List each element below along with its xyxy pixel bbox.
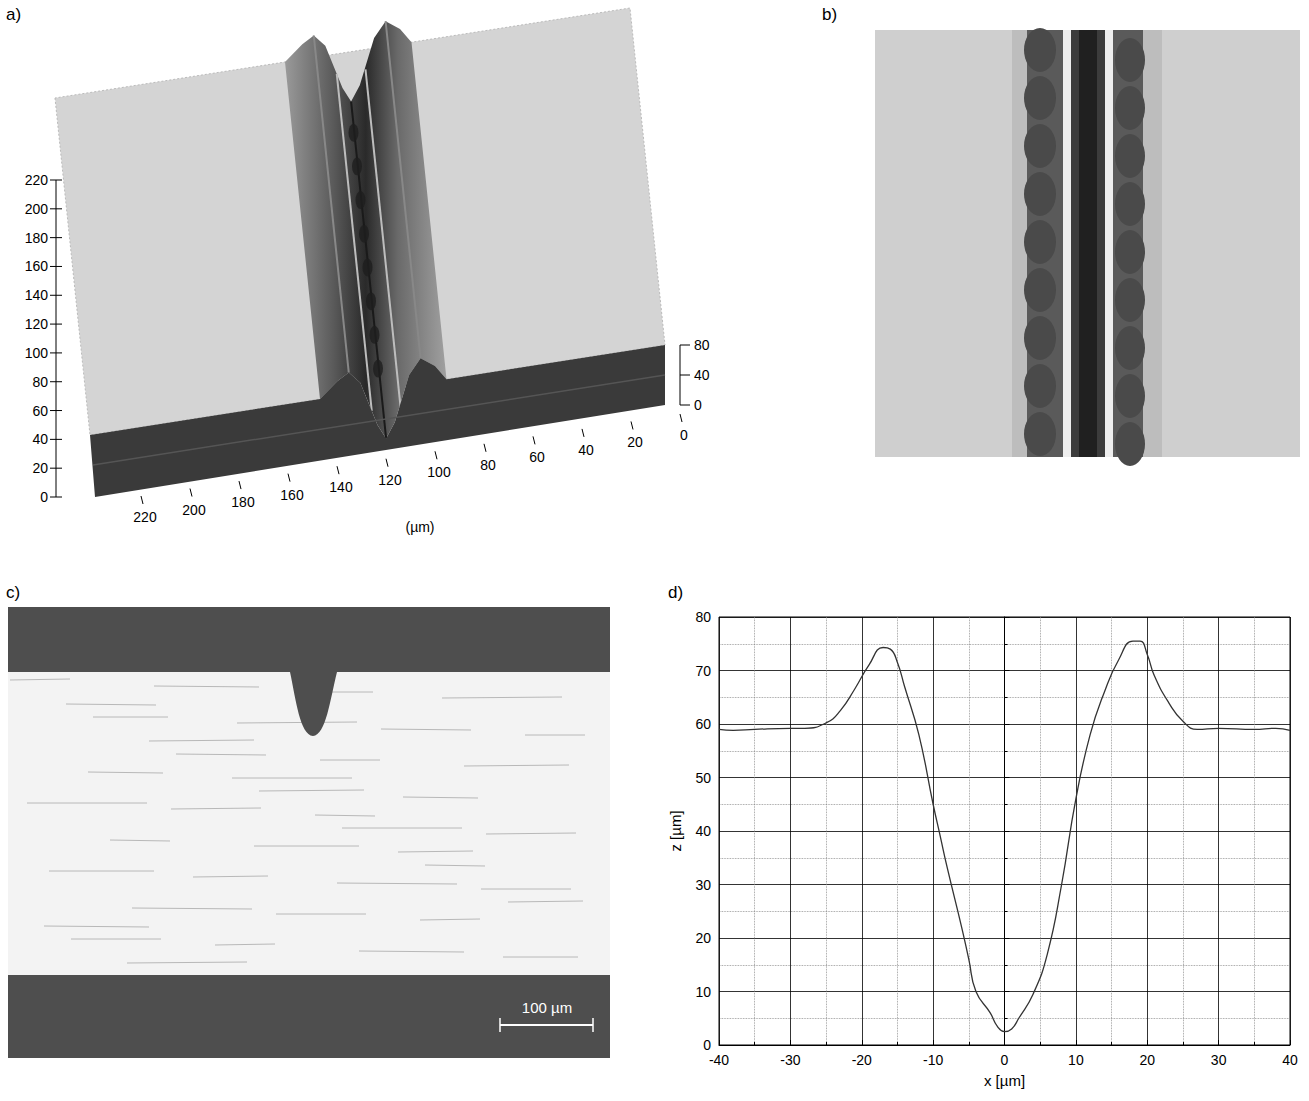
svg-text:80: 80: [695, 609, 711, 625]
svg-text:80: 80: [32, 374, 48, 390]
svg-text:40: 40: [694, 367, 710, 383]
svg-text:30: 30: [695, 877, 711, 893]
svg-text:0: 0: [40, 489, 48, 505]
svg-text:c): c): [6, 583, 20, 602]
svg-text:z [µm]: z [µm]: [667, 810, 684, 851]
svg-text:-40: -40: [709, 1052, 729, 1068]
svg-text:60: 60: [32, 403, 48, 419]
svg-text:40: 40: [695, 823, 711, 839]
svg-text:-20: -20: [852, 1052, 872, 1068]
svg-text:60: 60: [695, 716, 711, 732]
svg-text:a): a): [6, 5, 21, 24]
svg-text:40: 40: [1282, 1052, 1298, 1068]
svg-text:80: 80: [480, 457, 496, 473]
svg-text:160: 160: [280, 487, 304, 503]
svg-text:-10: -10: [923, 1052, 943, 1068]
svg-text:220: 220: [25, 172, 49, 188]
svg-text:0: 0: [1001, 1052, 1009, 1068]
svg-text:120: 120: [25, 316, 49, 332]
svg-text:b): b): [822, 5, 837, 24]
svg-text:100: 100: [427, 464, 451, 480]
svg-text:d): d): [668, 583, 683, 602]
svg-text:200: 200: [182, 502, 206, 518]
svg-text:160: 160: [25, 258, 49, 274]
svg-text:20: 20: [1139, 1052, 1155, 1068]
svg-text:20: 20: [695, 930, 711, 946]
svg-text:50: 50: [695, 770, 711, 786]
svg-text:100: 100: [25, 345, 49, 361]
svg-text:-30: -30: [780, 1052, 800, 1068]
svg-text:0: 0: [703, 1037, 711, 1053]
svg-text:140: 140: [25, 287, 49, 303]
svg-text:10: 10: [695, 984, 711, 1000]
svg-text:100 µm: 100 µm: [522, 999, 572, 1016]
svg-text:x [µm]: x [µm]: [984, 1072, 1025, 1089]
svg-text:20: 20: [32, 460, 48, 476]
svg-text:40: 40: [32, 431, 48, 447]
svg-text:200: 200: [25, 201, 49, 217]
svg-text:80: 80: [694, 337, 710, 353]
svg-text:220: 220: [133, 509, 157, 525]
svg-text:40: 40: [578, 442, 594, 458]
svg-text:20: 20: [627, 434, 643, 450]
svg-text:140: 140: [329, 479, 353, 495]
svg-text:180: 180: [231, 494, 255, 510]
svg-text:60: 60: [529, 449, 545, 465]
svg-text:(µm): (µm): [405, 519, 434, 535]
svg-text:70: 70: [695, 663, 711, 679]
svg-text:0: 0: [694, 397, 702, 413]
svg-text:10: 10: [1068, 1052, 1084, 1068]
svg-text:0: 0: [680, 427, 688, 443]
svg-text:180: 180: [25, 230, 49, 246]
svg-text:120: 120: [378, 472, 402, 488]
svg-text:30: 30: [1211, 1052, 1227, 1068]
